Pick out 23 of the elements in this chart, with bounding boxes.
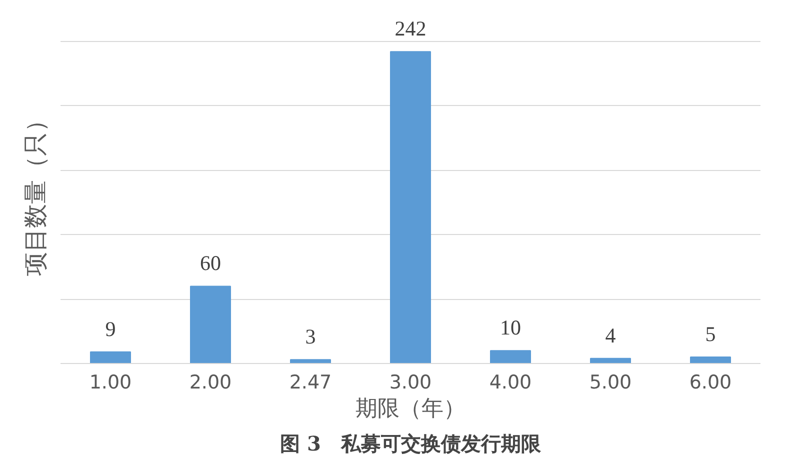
data-label: 242 (394, 16, 426, 41)
data-label: 10 (500, 316, 521, 340)
text: 图 3 私募可交换债发行期限 (280, 432, 542, 456)
bar (90, 351, 131, 364)
x-tick-label: 4.00 (489, 372, 532, 394)
x-tick-label: 1.00 (89, 372, 132, 394)
x-tick-label: 2.47 (289, 372, 332, 394)
bar (290, 359, 331, 364)
data-label: 3 (305, 324, 316, 349)
x-axis-title: 期限（年） (356, 396, 466, 422)
bar (390, 51, 431, 364)
data-label: 4 (605, 323, 616, 348)
y-axis-title: 项目数量（只） (22, 108, 50, 276)
data-label: 60 (200, 251, 221, 276)
data-label: 9 (105, 316, 116, 341)
data-label: 5 (705, 322, 716, 346)
x-tick-label: 6.00 (689, 372, 732, 394)
x-tick-label: 5.00 (589, 372, 632, 394)
bar (490, 350, 531, 364)
x-tick-label: 2.00 (189, 372, 232, 394)
bar (690, 356, 731, 364)
bar (190, 286, 231, 364)
x-tick-label: 3.00 (389, 372, 432, 394)
